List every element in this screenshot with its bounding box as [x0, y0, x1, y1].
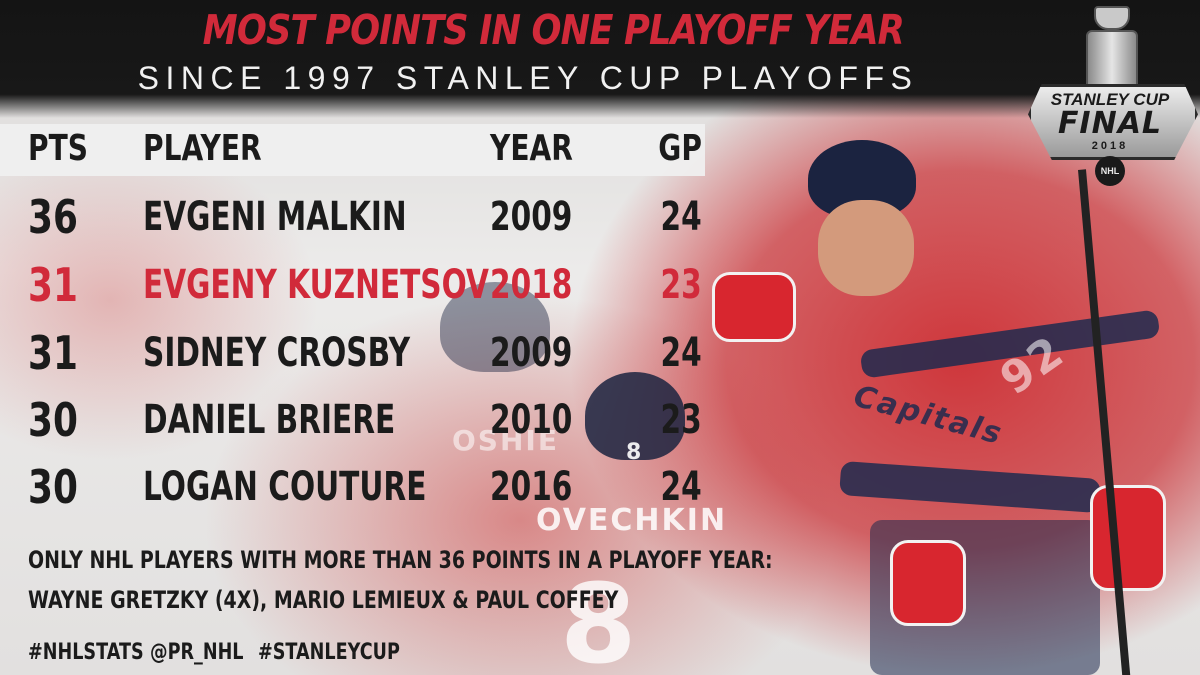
glove	[712, 272, 796, 342]
column-header-pts: PTS	[28, 128, 88, 169]
player-face	[818, 200, 914, 296]
jersey-name-ovechkin: OVECHKIN	[536, 503, 728, 538]
row-year: 2009	[490, 194, 573, 240]
row-year: 2009	[490, 330, 573, 376]
row-pts: 36	[28, 190, 78, 244]
row-player: LOGAN COUTURE	[143, 464, 427, 510]
hashtag-nhlstats: #NHLSTATS	[28, 640, 144, 665]
handle-pr-nhl: @PR_NHL	[150, 640, 244, 665]
stanley-cup-final-logo: STANLEY CUP FINAL 2018 NHL	[1028, 6, 1198, 186]
header-band	[0, 0, 1200, 118]
row-year: 2010	[490, 397, 573, 443]
teammate-helmet	[440, 282, 550, 372]
column-header-gp: GP	[658, 128, 702, 169]
row-player: EVGENI MALKIN	[143, 194, 407, 240]
helmet-number: 8	[626, 440, 644, 465]
hashtag-stanleycup: #STANLEYCUP	[258, 640, 400, 665]
row-gp: 24	[660, 194, 702, 240]
glove	[1090, 485, 1166, 591]
row-pts: 31	[28, 326, 78, 380]
row-player: DANIEL BRIERE	[143, 397, 396, 443]
logo-stanley-cup-text: STANLEY CUP	[1050, 90, 1170, 109]
row-pts: 30	[28, 393, 78, 447]
row-gp: 24	[660, 330, 702, 376]
nhl-shield-icon: NHL	[1095, 156, 1125, 186]
row-player: SIDNEY CROSBY	[143, 330, 411, 376]
logo-final-text: FINAL	[1057, 106, 1163, 141]
column-header-year: YEAR	[490, 128, 573, 169]
row-player: EVGENY KUZNETSOV	[143, 262, 489, 308]
row-pts: 31	[28, 258, 78, 312]
glove	[890, 540, 966, 626]
column-header-player: PLAYER	[143, 128, 262, 169]
row-gp: 24	[660, 464, 702, 510]
row-pts: 30	[28, 460, 78, 514]
row-gp: 23	[660, 262, 702, 308]
row-year: 2016	[490, 464, 573, 510]
jersey-name-oshie: OSHIE	[452, 424, 559, 457]
footnote-line-1: ONLY NHL PLAYERS WITH MORE THAN 36 POINT…	[28, 546, 773, 574]
logo-year-text: 2018	[1091, 140, 1129, 152]
jersey-number-ovechkin: 8	[560, 560, 639, 675]
page-title: MOST POINTS IN ONE PLAYOFF YEAR	[202, 6, 905, 54]
footnote-line-2: WAYNE GRETZKY (4X), MARIO LEMIEUX & PAUL…	[28, 586, 619, 614]
row-year: 2018	[490, 262, 573, 308]
page-subtitle: SINCE 1997 STANLEY CUP PLAYOFFS	[137, 60, 919, 96]
teammate-helmet	[585, 372, 685, 460]
table-header-row	[0, 124, 705, 176]
row-gp: 23	[660, 397, 702, 443]
